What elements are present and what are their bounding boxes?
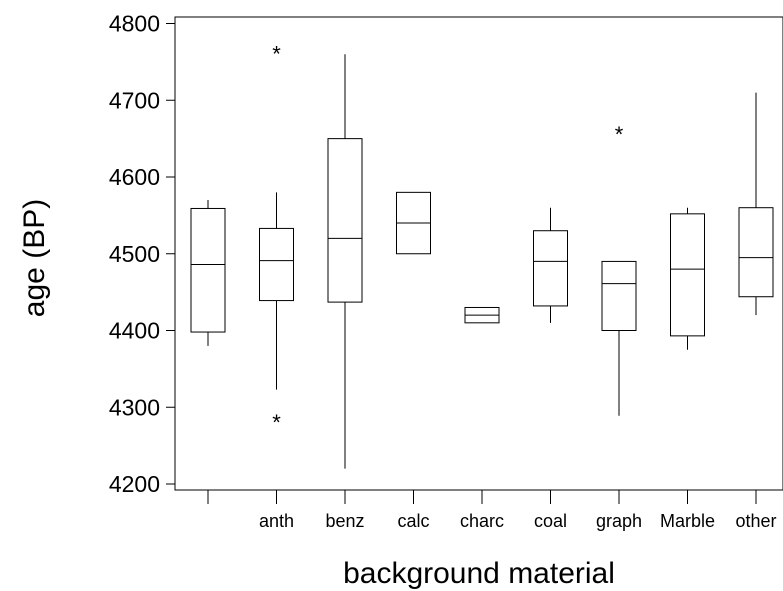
iqr-box [259, 227, 294, 302]
iqr-box [738, 207, 774, 298]
y-tick-label: 4200 [109, 471, 160, 497]
box-anth: ** [259, 41, 294, 435]
iqr-box [533, 230, 568, 307]
y-tick-label: 4400 [109, 318, 160, 344]
x-tick-label: graph [596, 511, 642, 531]
x-tick-label: calc [397, 511, 429, 531]
outlier-marker: * [272, 410, 281, 435]
x-tick-label: anth [259, 511, 294, 531]
x-tick-label: charc [460, 511, 504, 531]
x-tick-label: other [735, 511, 776, 531]
x-tick-label: benz [325, 511, 364, 531]
box-other [738, 92, 774, 316]
y-axis-title: age (BP) [18, 199, 51, 317]
y-axis: 4200 4300 4400 4500 4600 4700 4800 [109, 11, 175, 497]
box-calc [396, 191, 431, 255]
iqr-box [190, 207, 226, 333]
box-graph: * [601, 122, 637, 416]
outlier-marker: * [272, 41, 281, 66]
iqr-box [601, 260, 637, 331]
iqr-box [670, 213, 705, 337]
x-axis: anth benz calc charc coal graph Marble other [207, 490, 777, 531]
outlier-marker: * [615, 122, 624, 147]
box-Marble [670, 207, 705, 350]
x-tick-label: Marble [660, 511, 715, 531]
box-benz [327, 54, 363, 469]
box-coal [533, 207, 568, 323]
y-tick-label: 4500 [109, 241, 160, 267]
boxes-group: *** [190, 41, 774, 469]
x-tick-label: coal [534, 511, 567, 531]
y-tick-label: 4700 [109, 87, 160, 113]
iqr-box [327, 138, 363, 303]
y-tick-label: 4300 [109, 394, 160, 420]
y-tick-label: 4800 [109, 11, 160, 37]
y-tick-label: 4600 [109, 164, 160, 190]
box-unlabeled [190, 200, 226, 346]
x-axis-title: background material [343, 557, 615, 590]
box-charc [464, 306, 500, 324]
